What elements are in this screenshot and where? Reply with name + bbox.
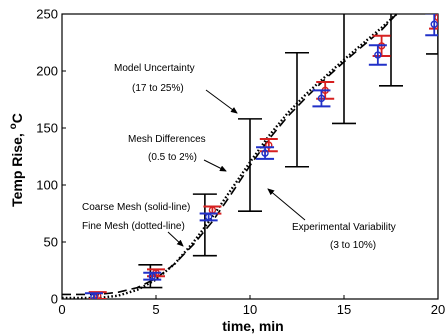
series-line-dotted xyxy=(62,14,398,299)
annotation-line: (0.5 to 2%) xyxy=(148,152,197,163)
annotation-arrow xyxy=(203,159,227,172)
x-tick-label: 5 xyxy=(152,302,159,317)
plot-content xyxy=(62,14,438,299)
y-tick-label: 0 xyxy=(51,292,58,307)
annotation-mesh-differences: Mesh Differences (0.5 to 2%) xyxy=(128,134,227,172)
x-tick-label: 20 xyxy=(431,302,445,317)
fine-mesh-point xyxy=(261,149,269,157)
fine-mesh-point xyxy=(317,94,326,103)
annotation-arrow xyxy=(267,188,306,221)
fine-mesh-point xyxy=(204,213,213,221)
annotation-line: Fine Mesh (dotted-line) xyxy=(82,221,185,232)
annotation-line: Model Uncertainty xyxy=(114,63,195,74)
y-axis-label-main: Temp Rise, xyxy=(9,129,25,207)
annotation-mesh-legend: Coarse Mesh (solid-line) Fine Mesh (dott… xyxy=(82,202,190,247)
fine-mesh-point xyxy=(148,272,156,280)
annotation-line: (3 to 10%) xyxy=(330,240,376,251)
annotation-arrow xyxy=(205,89,238,114)
y-tick-label: 250 xyxy=(36,7,58,22)
annotation-model-uncertainty: Model Uncertainty (17 to 25%) xyxy=(114,63,238,114)
annotation-line: (17 to 25%) xyxy=(132,83,184,94)
y-axis-label: Temp Rise, oC xyxy=(8,113,25,207)
annotation-line: Mesh Differences xyxy=(128,134,206,145)
y-axis-label-degree: o xyxy=(8,123,19,129)
fine-mesh-point xyxy=(374,51,382,59)
x-tick-label: 10 xyxy=(243,302,257,317)
fine-mesh-point xyxy=(90,293,98,299)
y-tick-label: 100 xyxy=(36,178,58,193)
x-axis-label: time, min xyxy=(222,318,283,334)
y-axis-label-unit: C xyxy=(9,113,25,123)
fine-mesh-point xyxy=(430,20,438,28)
series-line-solid xyxy=(62,14,398,296)
annotation-experimental-variability: Experimental Variability (3 to 10%) xyxy=(267,188,396,251)
x-tick-label: 0 xyxy=(58,302,65,317)
x-tick-label: 15 xyxy=(337,302,351,317)
y-tick-label: 50 xyxy=(44,235,58,250)
y-tick-label: 150 xyxy=(36,121,58,136)
annotation-line: Coarse Mesh (solid-line) xyxy=(82,202,190,213)
y-tick-label: 200 xyxy=(36,64,58,79)
annotation-arrow xyxy=(167,231,184,247)
annotation-line: Experimental Variability xyxy=(292,222,396,233)
